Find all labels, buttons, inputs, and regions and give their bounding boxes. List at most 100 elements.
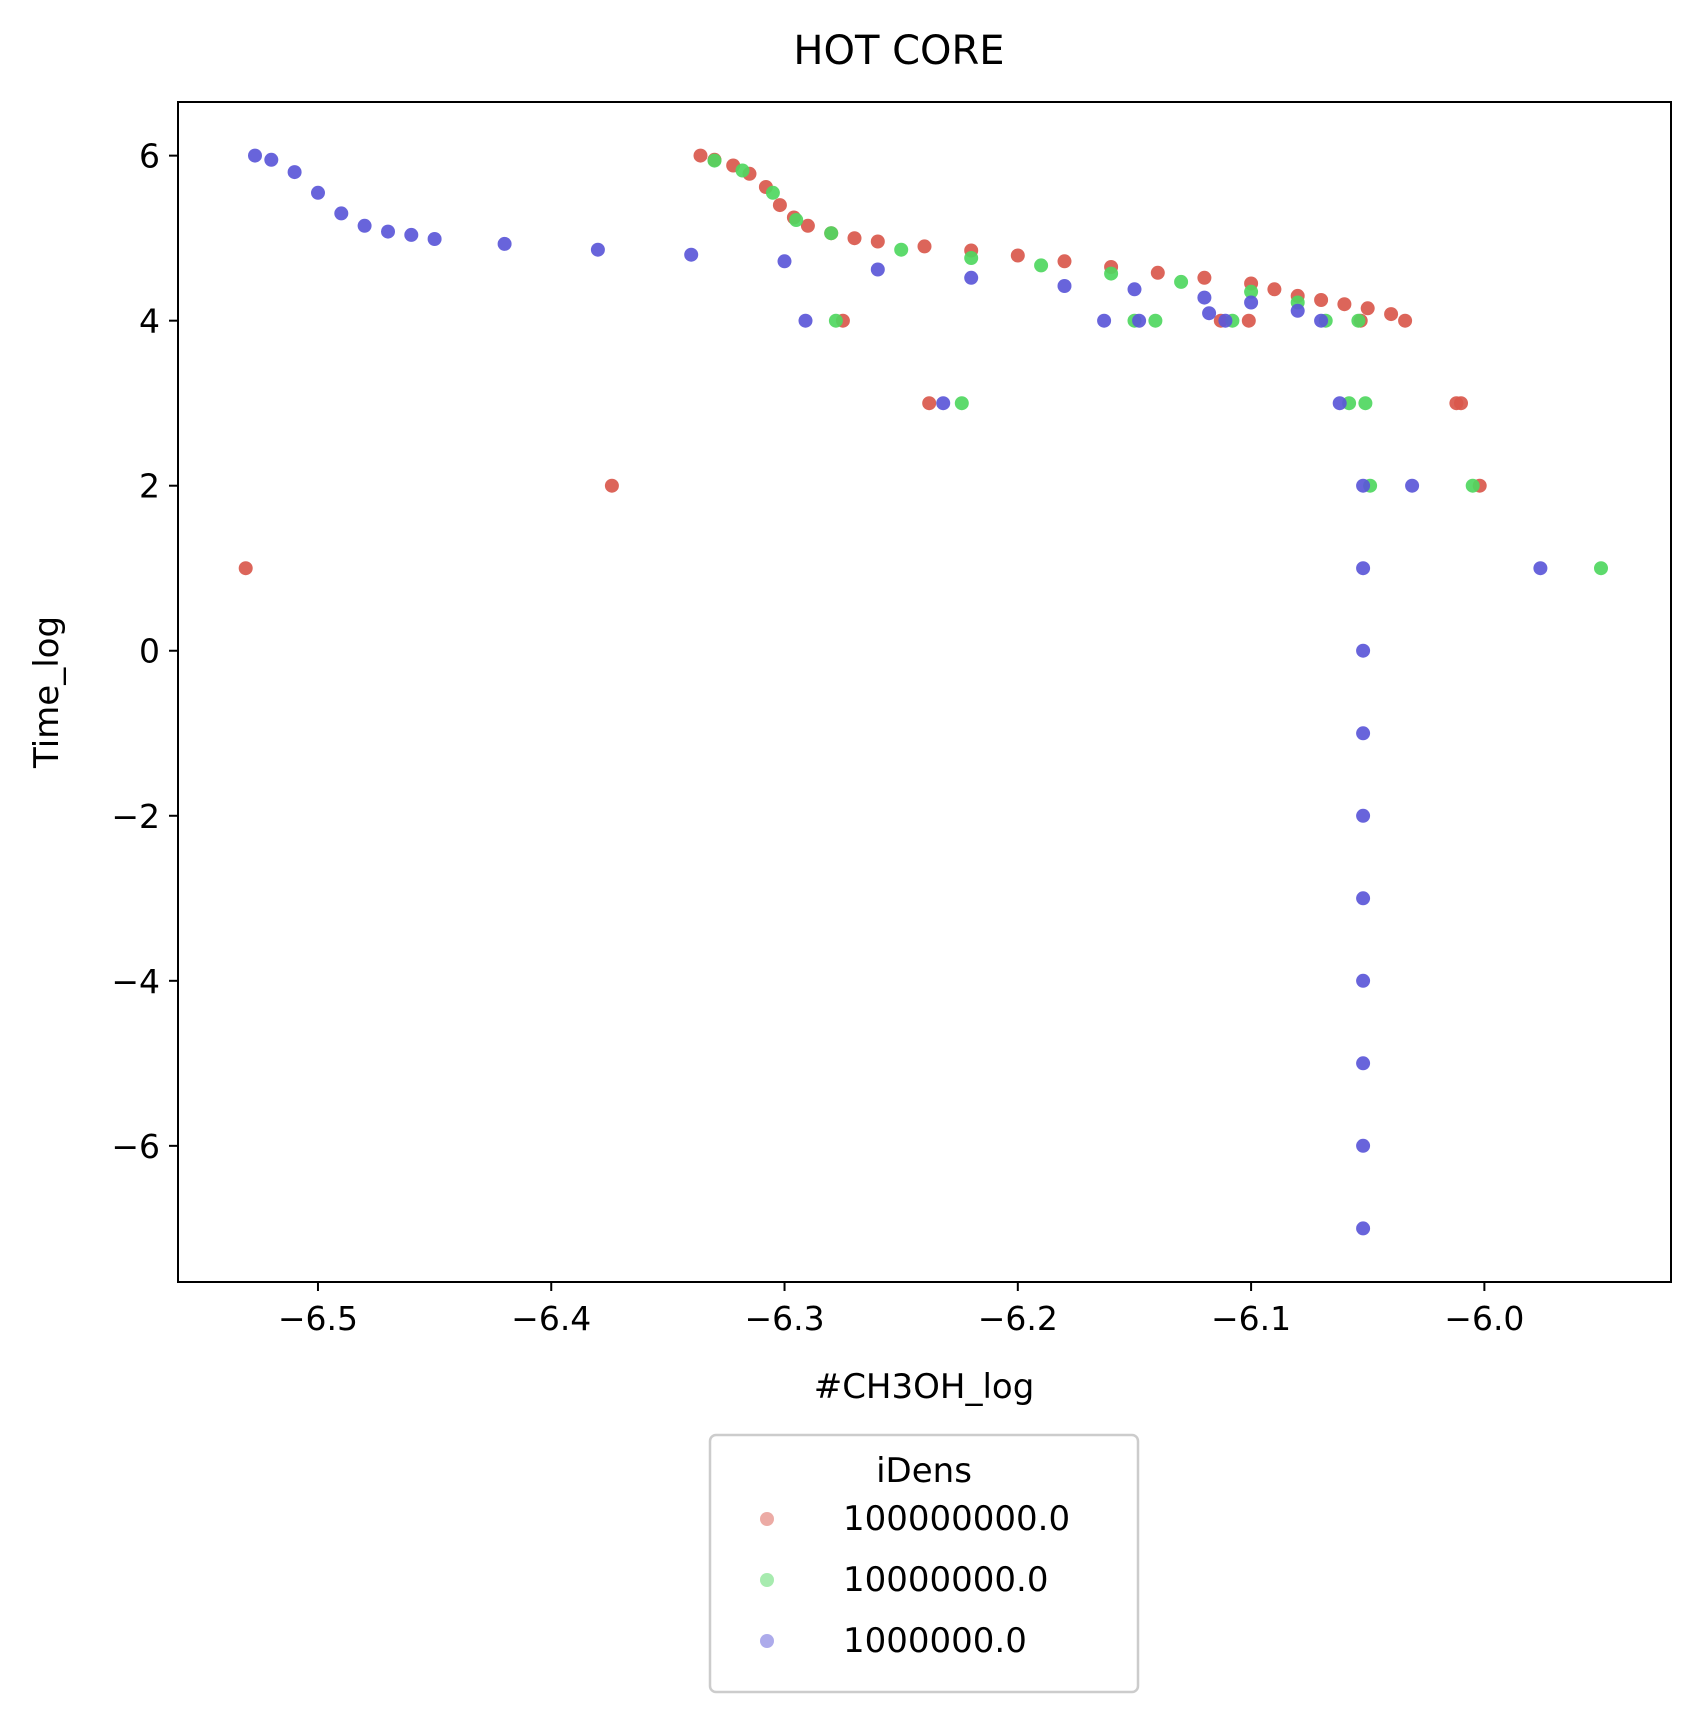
data-point — [1351, 313, 1366, 328]
data-point — [1314, 313, 1329, 328]
data-point — [735, 163, 750, 178]
data-point — [1244, 284, 1259, 299]
data-point — [1057, 279, 1072, 293]
data-point — [772, 198, 787, 213]
data-point — [1241, 313, 1256, 328]
data-point — [1356, 561, 1371, 576]
data-point — [1010, 248, 1025, 263]
data-point — [604, 478, 619, 493]
data-point — [684, 247, 699, 262]
data-point — [1148, 313, 1163, 328]
data-point — [800, 218, 815, 233]
data-point — [707, 153, 722, 168]
data-point — [917, 239, 932, 254]
data-point — [1314, 293, 1329, 307]
legend-label: 1000000.0 — [843, 1621, 1027, 1661]
x-axis-ticks: −6.5 −6.4 −6.3 −6.2 −6.1 −6.0 — [278, 1282, 1524, 1338]
data-point — [1356, 1221, 1371, 1236]
data-point — [870, 234, 885, 249]
data-point — [1244, 295, 1259, 310]
data-point — [1398, 313, 1413, 328]
data-point — [1034, 258, 1049, 273]
data-point — [1356, 1138, 1371, 1153]
legend-marker — [760, 1634, 774, 1648]
y-tick-label: −6 — [111, 1127, 160, 1166]
data-point — [248, 148, 262, 163]
data-point — [1337, 297, 1352, 312]
y-axis-label: Time_log — [27, 616, 67, 769]
x-tick-label: −6.0 — [1444, 1299, 1524, 1338]
x-tick-label: −6.1 — [1211, 1299, 1291, 1338]
data-point — [1104, 266, 1119, 281]
data-point — [427, 232, 442, 246]
data-point — [1356, 808, 1371, 823]
data-point — [964, 251, 979, 265]
series-2 — [248, 148, 1548, 1236]
legend-items: 100000000.0 10000000.0 1000000.0 — [760, 1499, 1070, 1661]
data-point — [964, 270, 979, 285]
data-point — [1454, 396, 1468, 411]
data-point — [1465, 478, 1480, 493]
data-point — [777, 254, 792, 269]
data-point — [1405, 478, 1420, 493]
data-point — [1356, 726, 1371, 741]
data-point — [954, 396, 969, 411]
data-point — [1594, 561, 1608, 576]
data-point — [824, 226, 839, 241]
data-point — [590, 242, 605, 257]
data-point — [1356, 643, 1371, 658]
data-point — [1127, 282, 1142, 297]
data-point — [311, 185, 325, 200]
y-tick-label: −4 — [111, 962, 160, 1001]
y-tick-label: 0 — [139, 632, 160, 671]
data-point — [357, 218, 372, 233]
data-point — [1360, 301, 1375, 316]
data-point — [1356, 891, 1371, 906]
data-point — [287, 165, 302, 180]
legend-title: iDens — [876, 1451, 972, 1491]
x-tick-label: −6.4 — [511, 1299, 591, 1338]
y-tick-label: 6 — [139, 137, 160, 176]
data-point — [1356, 973, 1371, 988]
data-point — [1358, 396, 1373, 411]
data-point — [497, 236, 512, 251]
data-point — [1150, 265, 1165, 280]
data-point — [1533, 561, 1548, 576]
data-point — [1097, 313, 1112, 328]
data-point — [1356, 1056, 1371, 1071]
data-point — [922, 396, 937, 411]
data-point — [264, 152, 279, 167]
data-point — [1218, 313, 1233, 328]
legend-marker — [760, 1512, 774, 1526]
x-tick-label: −6.5 — [278, 1299, 358, 1338]
data-point — [870, 262, 885, 277]
plot-area-frame — [177, 101, 1672, 1283]
x-tick-label: −6.2 — [978, 1299, 1058, 1338]
data-point — [936, 396, 951, 411]
legend-marker — [760, 1573, 774, 1587]
data-point — [1132, 313, 1147, 328]
data-point — [1290, 303, 1305, 318]
legend-label: 100000000.0 — [843, 1499, 1070, 1539]
y-tick-label: 2 — [139, 467, 160, 506]
data-point — [1267, 282, 1282, 297]
x-axis-label: #CH3OH_log — [814, 1367, 1035, 1407]
data-point — [1057, 254, 1072, 269]
x-tick-label: −6.3 — [744, 1299, 824, 1338]
data-point — [1202, 306, 1217, 321]
legend-box — [708, 1433, 1140, 1694]
data-point — [789, 213, 804, 227]
data-point — [404, 227, 419, 242]
data-point — [894, 242, 909, 257]
data-points — [238, 148, 1608, 1236]
data-point — [847, 231, 862, 246]
y-tick-label: −2 — [111, 797, 160, 836]
y-axis-ticks: 6 4 2 0 −2 −4 −6 — [111, 137, 178, 1166]
data-point — [1197, 270, 1212, 285]
data-point — [1356, 478, 1371, 493]
legend: iDens 100000000.0 10000000.0 1000000.0 — [708, 1433, 1140, 1694]
data-point — [238, 561, 253, 576]
data-point — [1197, 290, 1212, 305]
